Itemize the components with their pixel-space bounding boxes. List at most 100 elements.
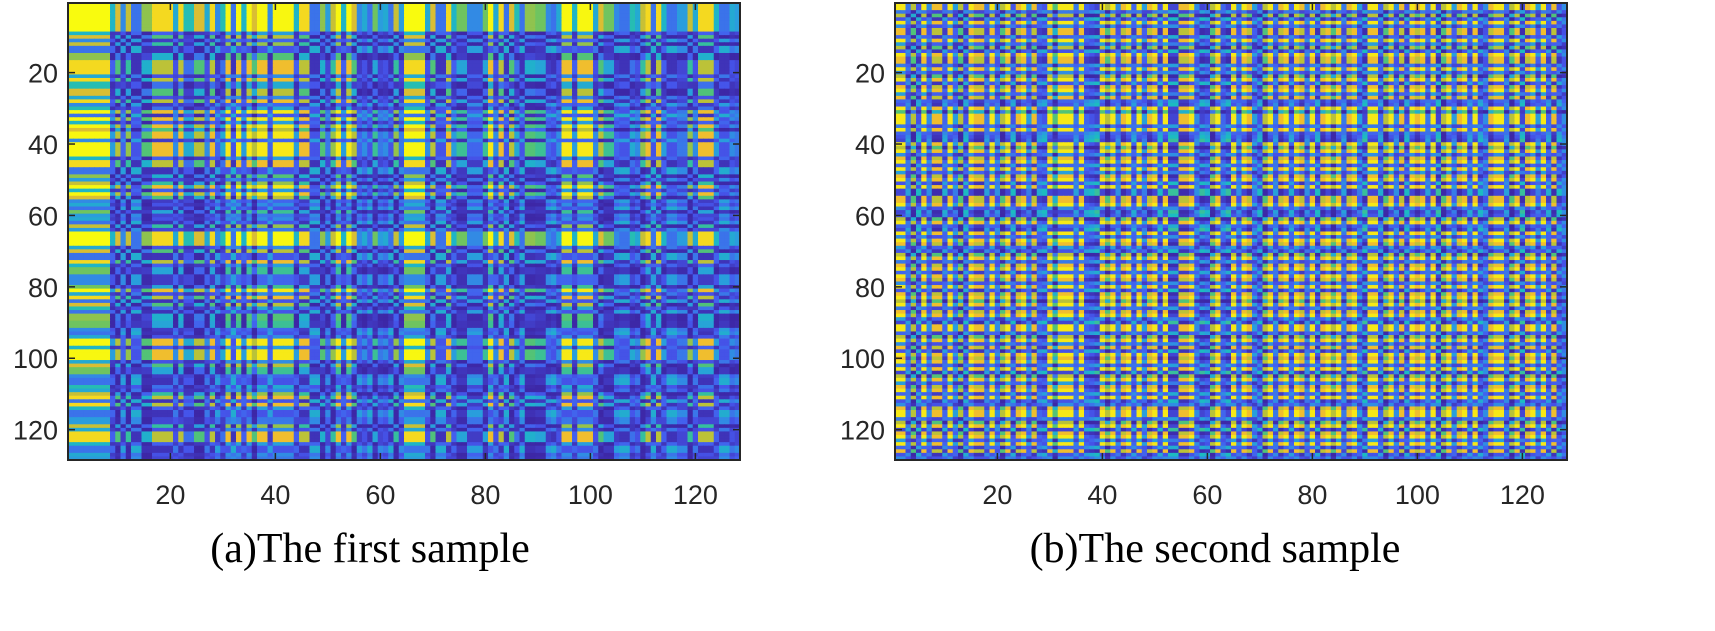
- heatmap-cell: [372, 117, 379, 122]
- heatmap-cell: [409, 35, 416, 40]
- heatmap-cell: [545, 124, 552, 129]
- heatmap-cell: [89, 81, 95, 86]
- heatmap-cell: [724, 27, 731, 33]
- heatmap-cell: [178, 135, 185, 140]
- heatmap-cell: [645, 17, 652, 22]
- heatmap-cell: [713, 20, 720, 26]
- heatmap-cell: [372, 138, 379, 143]
- heatmap-cell: [635, 110, 641, 115]
- heatmap-cell: [146, 60, 153, 65]
- heatmap-cell: [351, 124, 358, 129]
- heatmap-cell: [598, 70, 605, 76]
- heatmap-cell: [687, 81, 694, 86]
- heatmap-cell: [188, 60, 195, 65]
- heatmap-cell: [183, 95, 190, 100]
- heatmap-cell: [703, 110, 710, 115]
- heatmap-cell: [435, 24, 442, 29]
- heatmap-cell: [283, 42, 290, 47]
- heatmap-cell: [593, 10, 599, 15]
- heatmap-cell: [509, 3, 515, 8]
- heatmap-cell: [687, 102, 694, 108]
- heatmap-cell: [729, 60, 736, 65]
- heatmap-cell: [325, 88, 332, 93]
- heatmap-cell: [608, 70, 615, 76]
- heatmap-cell: [225, 27, 232, 33]
- heatmap-cell: [440, 102, 447, 108]
- heatmap-cell: [299, 77, 305, 83]
- heatmap-cell: [178, 99, 185, 104]
- heatmap-cell: [446, 85, 452, 90]
- heatmap-cell: [251, 85, 258, 90]
- heatmap-cell: [451, 45, 458, 51]
- heatmap-cell: [251, 67, 258, 72]
- heatmap-cell: [446, 3, 452, 8]
- heatmap-cell: [640, 131, 647, 136]
- heatmap-cell: [73, 10, 80, 15]
- heatmap-cell: [288, 13, 295, 18]
- heatmap-cell: [262, 120, 269, 125]
- heatmap-cell: [267, 10, 274, 15]
- heatmap-cell: [388, 77, 395, 83]
- heatmap-cell: [703, 131, 710, 136]
- heatmap-cell: [320, 10, 326, 15]
- heatmap-cell: [614, 56, 620, 61]
- heatmap-cell: [131, 88, 137, 93]
- heatmap-cell: [283, 56, 290, 61]
- heatmap-cell: [650, 56, 657, 61]
- heatmap-cell: [314, 120, 321, 125]
- heatmap-cell: [477, 131, 484, 136]
- heatmap-cell: [556, 35, 563, 40]
- heatmap-cell: [619, 3, 626, 8]
- heatmap-cell: [524, 42, 531, 47]
- heatmap-cell: [698, 10, 704, 15]
- heatmap-cell: [215, 63, 221, 68]
- heatmap-cell: [257, 3, 263, 8]
- heatmap-cell: [267, 60, 274, 65]
- heatmap-cell: [314, 81, 321, 86]
- heatmap-cell: [104, 63, 111, 68]
- heatmap-cell: [509, 99, 515, 104]
- heatmap-cell: [734, 99, 741, 104]
- heatmap-cell: [188, 77, 195, 83]
- heatmap-cell: [677, 17, 683, 22]
- heatmap-cell: [236, 120, 242, 125]
- heatmap-cell: [393, 92, 400, 97]
- heatmap-cell: [398, 13, 405, 18]
- heatmap-cell: [671, 27, 678, 33]
- heatmap-cell: [78, 52, 85, 58]
- heatmap-cell: [430, 45, 437, 51]
- heatmap-cell: [671, 35, 678, 40]
- heatmap-cell: [519, 70, 526, 76]
- heatmap-cell: [393, 56, 400, 61]
- heatmap-cell: [551, 117, 557, 122]
- heatmap-cell: [734, 95, 741, 100]
- heatmap-cell: [356, 74, 363, 79]
- heatmap-cell: [703, 95, 710, 100]
- heatmap-cell: [650, 70, 657, 76]
- heatmap-cell: [104, 92, 111, 97]
- heatmap-cell: [356, 92, 363, 97]
- heatmap-cell: [377, 92, 384, 97]
- heatmap-cell: [540, 135, 547, 140]
- heatmap-cell: [519, 10, 526, 15]
- heatmap-cell: [514, 117, 521, 122]
- heatmap-cell: [593, 124, 599, 129]
- heatmap-cell: [724, 49, 731, 54]
- heatmap-cell: [698, 138, 704, 143]
- heatmap-cell: [167, 127, 174, 133]
- heatmap-cell: [540, 99, 547, 104]
- heatmap-cell: [330, 24, 337, 29]
- heatmap-cell: [608, 38, 615, 43]
- heatmap-cell: [157, 77, 164, 83]
- heatmap-cell: [136, 92, 143, 97]
- heatmap-cell: [194, 45, 200, 51]
- heatmap-cell: [272, 117, 279, 122]
- heatmap-cell: [514, 20, 521, 26]
- heatmap-cell: [556, 56, 563, 61]
- heatmap-cell: [593, 120, 599, 125]
- heatmap-cell: [419, 67, 426, 72]
- heatmap-cell: [115, 60, 122, 65]
- heatmap-cell: [498, 3, 505, 8]
- heatmap-cell: [409, 13, 416, 18]
- heatmap-cell: [614, 20, 620, 26]
